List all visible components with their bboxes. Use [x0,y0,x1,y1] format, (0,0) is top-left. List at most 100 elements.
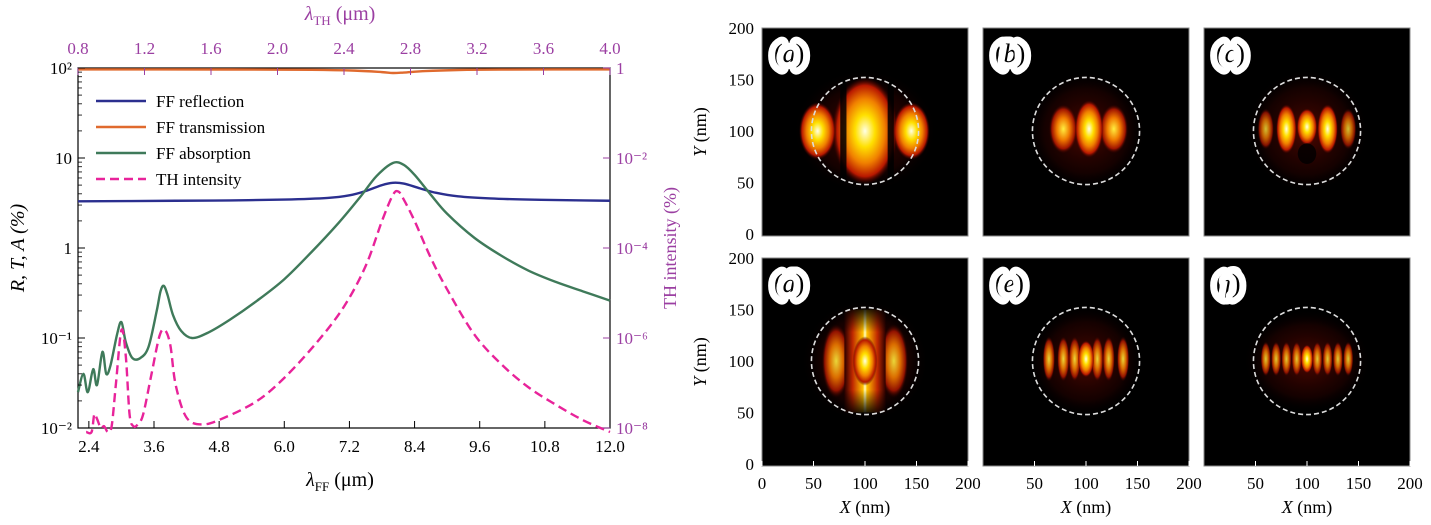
field-fringe [1102,336,1115,382]
bottom-tick-label: 8.4 [404,437,426,456]
y-axis-title: Y (nm) [690,337,711,387]
field-lobe-right [1099,104,1129,154]
y-tick-label: 0 [746,225,755,244]
particle-boundary-circle [1031,76,1141,186]
panel-label-paren-close: ) [1015,269,1024,298]
legend-item-transmission: FF transmission [96,118,266,137]
field-fringe [1343,341,1354,377]
legend-label-reflection: FF reflection [156,92,245,111]
particle-boundary-circle [1252,306,1362,416]
top-tick-label: 0.8 [67,39,88,58]
x-axis-title-var: X [1060,497,1073,517]
field-fringe [1116,336,1130,382]
panel-label-paren-close: ) [1017,39,1026,68]
legend-item-th-intensity: TH intensity [96,170,242,189]
series-th-intensity [85,189,611,435]
y-tick-label: 50 [737,404,754,423]
panel-label-d: (d) [774,269,804,298]
x-tick-label: 100 [852,474,878,493]
y-tick-label: 100 [729,122,755,141]
series-layer [76,68,611,435]
x-axis-title-var: X [839,497,852,517]
bottom-tick-label: 2.4 [78,437,100,456]
legend: FF reflection FF transmission FF absorpt… [96,92,266,189]
legend-item-absorption: FF absorption [96,144,251,163]
x-tick-label: 100 [1073,474,1099,493]
y-tick-label: 200 [729,249,755,268]
series-reflection [77,181,611,203]
field-map-e [983,258,1189,466]
panel-label-letter: b [1004,39,1017,68]
legend-label-absorption: FF absorption [156,144,251,163]
field-lobe-left [1048,104,1078,154]
top-tick-label: 1.2 [134,39,155,58]
panel-label-paren-open: ( [1216,39,1225,68]
field-lobe-center [1296,108,1318,146]
field-maps: (a) (b) (c)(d) (e) (f) [761,27,1411,467]
field-fringe [1291,341,1302,377]
right-tick-label: 10⁻⁸ [616,419,648,438]
field-fringe [1270,341,1282,377]
field-lobe-outer-right [1339,108,1357,150]
x-axis-title: X (nm) [1060,497,1112,518]
top-tick-label: 3.6 [533,39,554,58]
legend-label-th-intensity: TH intensity [156,170,242,189]
bottom-axis-title-unit: (μm) [329,469,374,491]
panel-label-a: (a) [774,39,804,68]
field-map-f [1204,258,1410,466]
spectrum-chart: 2.4 3.6 4.8 6.0 7.2 8.4 9.6 10.8 12.00.8 1.2 1.6 2.… [7,3,681,494]
left-tick-label: 10⁻² [41,419,72,438]
top-tick-label: 1.6 [200,39,221,58]
x-tick-label: 50 [1247,474,1264,493]
field-lobe-center [1077,340,1095,378]
panel-label-c: (c) [1216,39,1245,68]
field-map-a [762,28,968,236]
y-axis-title-unit: (nm) [690,107,711,147]
x-axis-title-var: X [1281,497,1294,517]
right-tick-label: 1 [616,59,625,78]
panel-label-f: (f) [1216,269,1241,298]
top-tick-label: 2.4 [333,39,355,58]
field-lobe-left [1276,104,1297,154]
left-tick-label: 10 [55,149,72,168]
particle-boundary-circle [810,76,920,186]
series-absorption [76,161,611,394]
panel-label-b: (b) [995,39,1025,68]
top-axis-title-sub: TH [313,13,330,28]
top-axis-title-symbol: λ [304,3,314,25]
legend-item-reflection: FF reflection [96,92,245,111]
top-axis-title: λTH (μm) [304,3,376,28]
field-side-lobe-left [799,102,837,160]
field-side-lobe-right [892,102,930,160]
field-fringe [1057,336,1070,382]
panel-label-letter: c [1225,39,1237,68]
field-fringe [1312,341,1323,377]
x-axis-title-unit: (nm) [1072,497,1112,518]
field-dark-node-left [840,79,847,183]
panel-label-paren-open: ( [1216,269,1225,298]
y-tick-label: 50 [737,174,754,193]
x-tick-label: 50 [805,474,822,493]
panel-label-letter: d [783,269,797,298]
field-lobe-center [1300,344,1314,374]
bottom-tick-label: 4.8 [209,437,230,456]
field-lobe-right [879,323,909,399]
y-tick-label: 0 [746,455,755,474]
field-lobe-outer-left [1257,108,1275,150]
field-map-axes: 0 50 100 150 200 X (nm) 50 100 150 200 X (nm) 50 100… [690,19,1423,518]
field-map-frame-a [761,27,969,237]
x-tick-label: 200 [1397,474,1423,493]
field-lobe-center [1074,100,1104,158]
field-fringe [1042,336,1056,382]
field-fringe [1068,336,1081,382]
panel-label-paren-close: ) [796,269,805,298]
bottom-tick-label: 9.6 [469,437,490,456]
x-tick-label: 200 [955,474,981,493]
legend-label-transmission: FF transmission [156,118,266,137]
panel-label-paren-open: ( [774,39,783,68]
tick-layer: 2.4 3.6 4.8 6.0 7.2 8.4 9.6 10.8 12.00.8 1.2 1.6 2.… [41,39,648,456]
field-bar-hotspot [852,336,878,386]
right-tick-label: 10⁻² [616,149,647,168]
field-lobe-left [821,323,851,399]
